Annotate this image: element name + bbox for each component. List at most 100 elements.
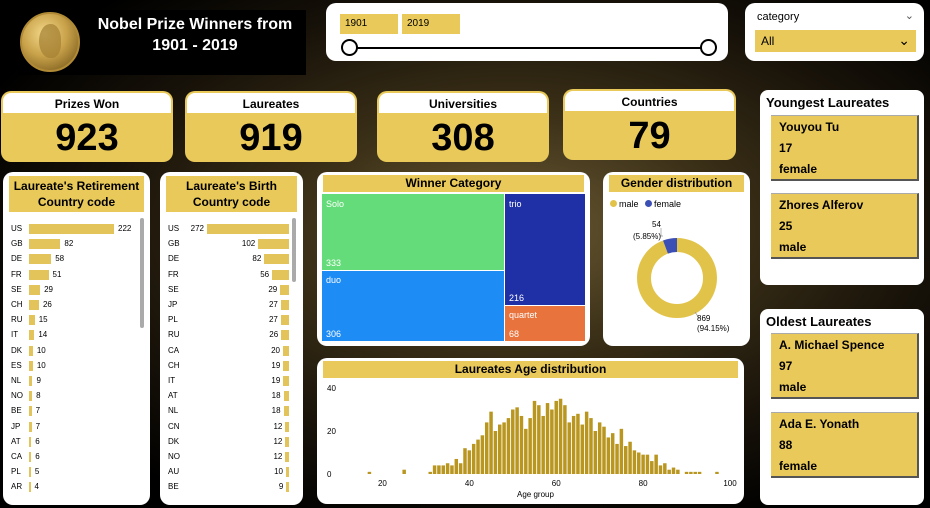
treemap-tile-trio[interactable]: trio 216 bbox=[505, 194, 585, 305]
country-bar-row[interactable]: FR 56 bbox=[168, 269, 293, 281]
age-bar[interactable] bbox=[567, 422, 571, 474]
age-bar[interactable] bbox=[645, 454, 650, 474]
age-bar[interactable] bbox=[615, 443, 619, 474]
country-bar[interactable] bbox=[281, 330, 289, 341]
age-bar[interactable] bbox=[715, 471, 719, 474]
age-bar[interactable] bbox=[637, 452, 641, 475]
country-bar[interactable] bbox=[207, 224, 289, 234]
country-bar-row[interactable]: RU 26 bbox=[168, 329, 293, 341]
age-bar[interactable] bbox=[432, 465, 437, 474]
laureate-card[interactable]: Youyou Tu 17 female bbox=[771, 115, 919, 181]
age-bar[interactable] bbox=[663, 463, 667, 474]
country-bar[interactable] bbox=[280, 300, 289, 310]
slider-start-handle[interactable] bbox=[341, 39, 358, 56]
country-bar[interactable] bbox=[29, 315, 35, 326]
age-bar[interactable] bbox=[428, 471, 432, 474]
country-bar-row[interactable]: PL 5 bbox=[11, 466, 136, 478]
country-bar[interactable] bbox=[29, 269, 49, 280]
country-bar-row[interactable]: DK 12 bbox=[168, 436, 293, 448]
age-bar[interactable] bbox=[580, 424, 585, 474]
country-bar-row[interactable]: CA 20 bbox=[168, 345, 293, 357]
treemap-tile-duo[interactable]: duo 306 bbox=[322, 271, 504, 341]
country-bar[interactable] bbox=[286, 467, 289, 478]
age-bar[interactable] bbox=[676, 469, 680, 474]
slider-track[interactable] bbox=[348, 47, 712, 49]
country-bar[interactable] bbox=[285, 452, 289, 462]
age-bar[interactable] bbox=[467, 450, 472, 474]
age-bar[interactable] bbox=[450, 465, 454, 474]
category-select[interactable]: All ⌄ bbox=[755, 30, 916, 52]
country-bar[interactable] bbox=[264, 254, 289, 265]
age-bar[interactable] bbox=[558, 398, 563, 474]
country-bar[interactable] bbox=[29, 467, 31, 478]
country-bar-row[interactable]: CH 19 bbox=[168, 360, 293, 372]
country-bar-row[interactable]: RU 15 bbox=[11, 314, 136, 326]
age-bar[interactable] bbox=[493, 431, 498, 474]
age-bar[interactable] bbox=[506, 418, 511, 474]
age-bar[interactable] bbox=[593, 431, 598, 474]
treemap-tile-solo[interactable]: Solo 333 bbox=[322, 194, 504, 270]
country-bar-row[interactable]: JP 7 bbox=[11, 421, 136, 433]
age-bar[interactable] bbox=[597, 422, 602, 474]
country-bar[interactable] bbox=[280, 284, 289, 295]
age-bar[interactable] bbox=[576, 413, 580, 474]
treemap-tile-quartet[interactable]: quartet 68 bbox=[505, 306, 585, 341]
age-bar[interactable] bbox=[441, 465, 446, 474]
country-bar-row[interactable]: NL 18 bbox=[168, 405, 293, 417]
country-bar[interactable] bbox=[29, 239, 61, 250]
age-bar[interactable] bbox=[571, 415, 576, 474]
country-bar-row[interactable]: CH 26 bbox=[11, 299, 136, 311]
age-bar[interactable] bbox=[671, 467, 676, 474]
country-bar[interactable] bbox=[258, 239, 289, 250]
age-bar[interactable] bbox=[463, 448, 467, 474]
laureate-card[interactable]: Zhores Alferov 25 male bbox=[771, 193, 919, 259]
age-bar[interactable] bbox=[641, 454, 645, 474]
age-bar[interactable] bbox=[563, 405, 567, 474]
country-bar[interactable] bbox=[285, 421, 289, 432]
country-bar-row[interactable]: BE 9 bbox=[168, 481, 293, 493]
country-bar-row[interactable]: SE 29 bbox=[168, 284, 293, 296]
country-bar[interactable] bbox=[29, 482, 31, 493]
age-bar[interactable] bbox=[511, 409, 515, 475]
laureate-card[interactable]: Ada E. Yonath 88 female bbox=[771, 412, 919, 478]
age-bar[interactable] bbox=[550, 409, 554, 475]
year-range-slider[interactable]: 1901 2019 bbox=[326, 3, 728, 61]
country-bar-row[interactable]: PL 27 bbox=[168, 314, 293, 326]
country-bar[interactable] bbox=[29, 224, 114, 234]
country-bar-row[interactable]: DK 10 bbox=[11, 345, 136, 357]
age-bar[interactable] bbox=[684, 471, 689, 474]
age-bar[interactable] bbox=[528, 418, 532, 474]
age-bar[interactable] bbox=[367, 471, 372, 474]
country-bar[interactable] bbox=[29, 300, 39, 310]
age-bar[interactable] bbox=[554, 400, 558, 474]
donut-slice-female[interactable] bbox=[637, 238, 717, 318]
age-bar[interactable] bbox=[437, 465, 441, 474]
country-bar[interactable] bbox=[29, 391, 33, 402]
country-bar[interactable] bbox=[29, 360, 33, 371]
country-bar[interactable] bbox=[29, 421, 32, 432]
age-bar[interactable] bbox=[454, 458, 459, 474]
age-bar[interactable] bbox=[471, 443, 476, 474]
country-bar-row[interactable]: ES 10 bbox=[11, 360, 136, 372]
country-bar-row[interactable]: CN 12 bbox=[168, 421, 293, 433]
age-bar[interactable] bbox=[484, 422, 489, 474]
country-bar-row[interactable]: AU 10 bbox=[168, 466, 293, 478]
age-bar[interactable] bbox=[697, 471, 702, 474]
scrollbar[interactable] bbox=[292, 218, 296, 282]
age-bar[interactable] bbox=[515, 407, 519, 474]
age-bar[interactable] bbox=[689, 471, 693, 474]
country-bar[interactable] bbox=[29, 345, 33, 356]
age-bar[interactable] bbox=[445, 463, 450, 474]
country-bar-row[interactable]: GB 102 bbox=[168, 238, 293, 250]
country-bar[interactable] bbox=[282, 345, 289, 356]
age-bar[interactable] bbox=[610, 433, 615, 474]
country-bar-row[interactable]: NO 8 bbox=[11, 390, 136, 402]
age-bar[interactable] bbox=[584, 411, 589, 474]
age-bar[interactable] bbox=[537, 405, 541, 474]
country-bar-row[interactable]: DE 82 bbox=[168, 253, 293, 265]
age-bar[interactable] bbox=[623, 446, 628, 474]
age-bar[interactable] bbox=[628, 441, 632, 474]
country-bar-row[interactable]: AR 4 bbox=[11, 481, 136, 493]
end-year-input[interactable]: 2019 bbox=[402, 14, 460, 34]
country-bar-row[interactable]: NO 12 bbox=[168, 451, 293, 463]
